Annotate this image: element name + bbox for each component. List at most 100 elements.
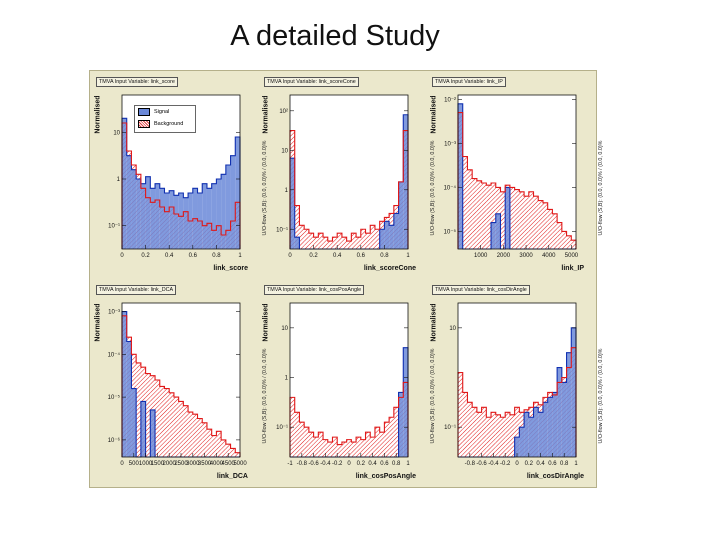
x-tick-label: -0.2 <box>332 461 343 467</box>
x-tick-label: 0.8 <box>380 253 389 259</box>
x-tick-label: 0.8 <box>560 461 569 467</box>
x-tick-label: 1 <box>406 253 410 259</box>
y-tick-label: 1 <box>285 188 289 194</box>
x-tick-label: 2000 <box>163 461 177 467</box>
background-bar <box>533 196 539 249</box>
signal-bar <box>557 367 562 457</box>
y-tick-label: 10⁻¹ <box>108 224 120 230</box>
legend: Signal Background <box>134 105 196 133</box>
background-bar <box>337 444 342 457</box>
plot-svg: 10⁻¹ 1 10 10² 0 0.2 0.4 0.6 0.8 1 <box>276 94 410 259</box>
background-bar <box>136 362 141 457</box>
x-tick-label: -1 <box>287 461 293 467</box>
background-bar <box>145 373 151 457</box>
background-bar <box>379 432 385 457</box>
x-tick-label: 0.4 <box>165 253 174 259</box>
background-outline <box>289 381 409 457</box>
background-bar <box>221 439 226 457</box>
plot-frame <box>289 94 409 250</box>
background-bar <box>481 183 487 249</box>
x-tick-label: 0.2 <box>141 253 150 259</box>
panel-title: TMVA Input Variable: link_score <box>96 77 178 87</box>
background-bar <box>571 240 576 249</box>
background-bar <box>486 417 492 457</box>
x-tick-label: 1 <box>574 461 578 467</box>
background-bar <box>299 422 305 457</box>
x-tick-label: 0.6 <box>380 461 389 467</box>
x-tick-label: 1000 <box>139 461 153 467</box>
signal-bar <box>294 237 300 249</box>
y-tick-label: 10⁻² <box>444 97 456 103</box>
x-tick-label: 1 <box>238 253 242 259</box>
background-bar <box>370 225 375 249</box>
background-bar <box>360 439 366 457</box>
background-bar <box>561 231 567 249</box>
background-bar <box>547 209 553 249</box>
signal-bar <box>398 181 404 249</box>
y-axis-label: Normalised <box>262 303 270 342</box>
background-bar <box>514 189 520 249</box>
x-tick-label: 2500 <box>174 461 188 467</box>
panel-title: TMVA Input Variable: link_cosDirAngle <box>432 285 530 295</box>
background-bar <box>341 237 347 249</box>
signal-bar <box>384 221 390 249</box>
y-tick-label: 10 <box>281 326 288 332</box>
signal-bar <box>491 222 496 249</box>
background-bar <box>304 427 309 457</box>
signal-bar <box>122 311 127 457</box>
background-bar <box>566 235 572 249</box>
background-bar <box>351 442 357 457</box>
signal-bar <box>150 188 156 249</box>
panel-link-ip: 10⁻⁵ 10⁻⁴ 10⁻³ 10⁻² 1000 2000 3000 4000 5000 TMV… <box>428 73 604 279</box>
background-bar <box>341 442 347 457</box>
x-tick-label: 0.2 <box>309 253 318 259</box>
x-tick-label: 4000 <box>542 253 556 259</box>
background-bar <box>365 432 371 457</box>
background-bar <box>318 233 324 249</box>
y-tick-label: 10⁻⁴ <box>444 184 457 191</box>
plot-svg: 10⁻⁵ 10⁻⁴ 10⁻³ 10⁻² 1000 2000 3000 4000 5000 <box>444 94 579 259</box>
x-tick-label: 0 <box>515 461 519 467</box>
signal-bar <box>211 183 217 249</box>
background-bar <box>458 372 463 457</box>
x-tick-label: 3000 <box>186 461 200 467</box>
signal-bar <box>145 176 151 249</box>
signal-bar <box>290 158 295 249</box>
y-tick-label: 10⁻⁵ <box>108 394 121 401</box>
background-bar <box>327 442 333 457</box>
signal-bar <box>533 407 539 457</box>
background-bar <box>337 233 342 249</box>
plot-frame <box>121 94 241 250</box>
background-bar <box>235 452 240 457</box>
plot-svg: 10⁻⁶ 10⁻⁵ 10⁻⁴ 10⁻³ 0 500 10001500200025003000… <box>108 302 247 467</box>
signal-bar <box>379 229 385 249</box>
y-tick-label: 10² <box>279 109 288 115</box>
background-bar <box>308 432 314 457</box>
x-axis-label: link_cosDirAngle <box>526 473 584 480</box>
background-bar <box>374 229 380 249</box>
slide-title: A detailed Study <box>230 20 440 52</box>
background-bar <box>552 213 558 249</box>
background-bar <box>202 422 207 457</box>
signal-bar <box>528 417 534 457</box>
signal-bar <box>155 183 160 249</box>
x-axis-label: link_DCA <box>216 473 248 480</box>
signal-swatch <box>138 108 150 116</box>
background-bar <box>472 407 477 457</box>
signal-bar <box>122 118 127 249</box>
x-tick-label: 0 <box>120 461 124 467</box>
background-swatch <box>138 120 150 128</box>
background-bar <box>505 412 510 457</box>
signal-bar <box>140 183 146 249</box>
signal-bar <box>458 103 463 249</box>
background-bar <box>500 191 506 249</box>
signal-bar <box>126 341 132 457</box>
background-bar <box>500 417 506 457</box>
background-bar <box>519 191 525 249</box>
background-bar <box>323 439 328 457</box>
x-tick-label: -0.8 <box>297 461 308 467</box>
panel-link-score: 10⁻¹ 1 10 0 0.2 0.4 0.6 0.8 1 TMVA Input Variabl… <box>92 73 268 279</box>
y-axis-label: Normalised <box>94 303 102 342</box>
signal-bar <box>202 183 207 249</box>
x-tick-label: -0.8 <box>465 461 476 467</box>
